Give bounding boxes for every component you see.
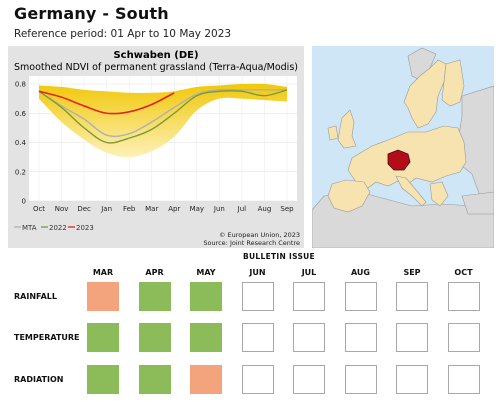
reference-period: Reference period: 01 Apr to 10 May 2023 — [14, 28, 232, 40]
bulletin-issue-title: BULLETIN ISSUE — [243, 252, 315, 261]
chart-subtitle: Smoothed NDVI of permanent grassland (Te… — [14, 62, 298, 73]
greece — [429, 181, 449, 207]
italy — [395, 175, 427, 207]
x-tick-label: Jan — [100, 205, 112, 213]
indicator-rainfall-jun — [241, 282, 274, 311]
month-header-apr: APR — [145, 268, 164, 277]
indicator-radiation-sep — [396, 365, 428, 394]
x-tick-label: Aug — [258, 205, 272, 213]
europe-map — [312, 46, 494, 248]
month-header-jun: JUN — [249, 268, 266, 277]
indicator-rainfall-sep — [396, 282, 428, 311]
indicator-rainfall-jul — [293, 282, 325, 311]
x-tick-label: Jun — [213, 205, 225, 213]
y-tick-label: 0.6 — [15, 110, 27, 118]
legend-label-mta: MTA — [22, 224, 37, 232]
x-tick-label: Nov — [55, 205, 69, 213]
y-tick-label: 0.8 — [15, 81, 26, 89]
x-tick-label: Oct — [33, 205, 45, 213]
month-header-sep: SEP — [403, 268, 421, 277]
y-tick-label: 0 — [22, 198, 26, 206]
indicator-rainfall-aug — [344, 282, 377, 311]
x-tick-label: Dec — [77, 205, 91, 213]
ndvi-chart-panel: Schwaben (DE) Smoothed NDVI of permanent… — [8, 46, 304, 248]
page-title: Germany - South — [14, 4, 169, 23]
indicator-rainfall-may — [190, 282, 222, 311]
row-label-temperature: TEMPERATURE — [14, 333, 80, 342]
europe-map-svg — [312, 46, 494, 248]
indicator-radiation-jul — [293, 365, 325, 394]
y-tick-label: 0.2 — [15, 168, 26, 176]
indicator-rainfall-mar — [87, 282, 119, 311]
series-line-mta — [38, 88, 287, 138]
indicator-temperature-oct — [447, 323, 480, 352]
month-header-oct: OCT — [454, 268, 473, 277]
iberia — [327, 179, 371, 213]
indicator-temperature-sep — [396, 323, 428, 352]
scandinavia — [403, 59, 447, 129]
ireland — [327, 125, 339, 141]
chart-title: Schwaben (DE) — [113, 50, 198, 61]
indicator-temperature-apr — [138, 323, 171, 352]
indicator-temperature-mar — [87, 323, 119, 352]
x-tick-label: Apr — [168, 205, 180, 213]
x-tick-label: Mar — [145, 205, 158, 213]
indicator-temperature-jun — [241, 323, 274, 352]
indicator-temperature-may — [190, 323, 222, 352]
series-line-2022 — [38, 89, 288, 144]
month-header-aug: AUG — [350, 268, 370, 277]
x-tick-label: Feb — [123, 205, 136, 213]
month-header-jul: JUL — [301, 268, 317, 277]
credit-eu: © European Union, 2023 — [219, 231, 300, 239]
eu-land — [327, 59, 467, 213]
indicator-radiation-apr — [138, 365, 171, 394]
indicator-temperature-jul — [293, 323, 325, 352]
indicator-radiation-may — [190, 365, 222, 394]
month-header-mar: MAR — [92, 268, 114, 277]
legend-label-2022: 2022 — [49, 224, 67, 232]
indicator-radiation-jun — [241, 365, 274, 394]
highlighted-region — [387, 149, 411, 171]
britain — [337, 109, 357, 149]
ndvi-chart: Schwaben (DE) Smoothed NDVI of permanent… — [14, 50, 300, 247]
series-line-2023 — [38, 90, 175, 115]
legend: MTA 2022 2023 — [14, 224, 94, 232]
finland — [441, 59, 465, 107]
eastern-land — [457, 85, 494, 197]
row-label-rainfall: RAINFALL — [14, 292, 57, 301]
indicator-radiation-aug — [344, 365, 377, 394]
indicator-rainfall-oct — [447, 282, 480, 311]
x-tick-label: Sep — [280, 205, 294, 213]
legend-label-2023: 2023 — [76, 224, 94, 232]
indicator-radiation-oct — [447, 365, 480, 394]
month-header-may: MAY — [196, 268, 216, 277]
x-tick-label: Jul — [237, 205, 247, 213]
indicator-rainfall-apr — [138, 282, 171, 311]
min-max-band — [39, 83, 287, 158]
indicator-radiation-mar — [87, 365, 119, 394]
y-tick-label: 0.4 — [15, 139, 27, 147]
row-label-radiation: RADIATION — [14, 375, 64, 384]
x-tick-label: May — [190, 205, 204, 213]
indicator-temperature-aug — [344, 323, 377, 352]
turkey-land — [461, 191, 494, 215]
credit-source: Source: Joint Research Centre — [203, 239, 300, 247]
